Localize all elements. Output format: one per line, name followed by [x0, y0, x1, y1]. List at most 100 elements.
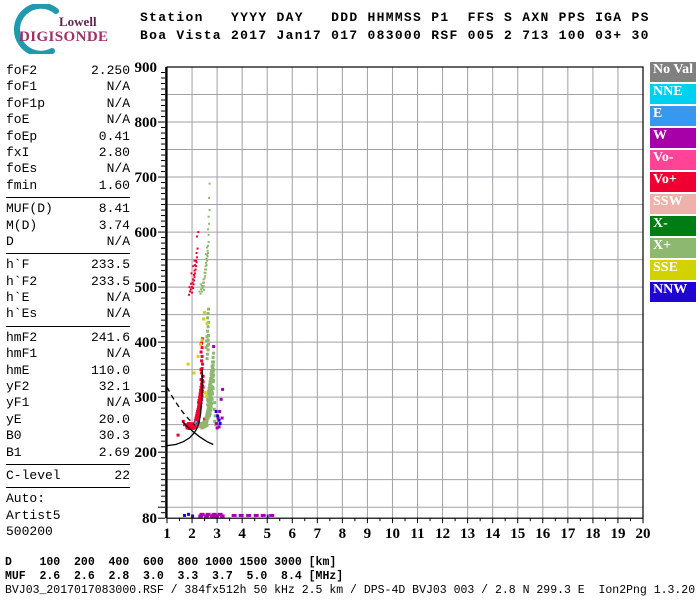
param-value: 20.0 — [98, 411, 130, 427]
footer-info: BVJ03_2017017083000.RSF / 384fx512h 50 k… — [5, 584, 696, 597]
echo-hop2-o — [189, 288, 192, 291]
param-row-foep: foEp 0.41 — [6, 129, 130, 145]
echo-f2-x-trace — [207, 320, 211, 324]
echo-f2-x-trace — [205, 357, 209, 361]
autoscaling-info: Auto: Artist5 500200 — [6, 487, 130, 540]
profile-bottom-fit — [182, 420, 214, 446]
echo-w-dots — [221, 387, 225, 391]
echo-f2-x-trace — [205, 339, 209, 343]
echo-f2-x-trace — [208, 414, 212, 418]
legend-item-nnw: NNW — [650, 282, 696, 302]
echo-f2-o-trace — [187, 422, 191, 426]
echo-sse-dots — [200, 338, 204, 342]
echo-f2-o-trace — [200, 359, 204, 363]
y-axis-label: 700 — [135, 170, 157, 186]
echo-f2-x-trace — [207, 392, 211, 396]
echo-hop2-x — [204, 268, 207, 271]
param-label: fxI — [6, 144, 30, 160]
echo-sse-dots — [192, 371, 196, 375]
param-label: fmin — [6, 177, 38, 193]
echo-f2-x-trace — [206, 325, 210, 329]
param-value: 3.74 — [98, 217, 130, 233]
echo-hop2-x — [208, 182, 211, 185]
param-row-muf-d-: MUF(D) 8.41 — [6, 201, 130, 217]
echo-hop2-x — [207, 228, 210, 231]
es-layer-dash — [260, 513, 266, 517]
x-axis-label: 3 — [213, 526, 221, 542]
param-value: N/A — [106, 395, 130, 411]
legend-item-w: W — [650, 128, 696, 148]
param-row-foes: foEs N/A — [6, 161, 130, 177]
echo-f2-o-trace — [196, 416, 200, 420]
echo-f2-x-trace — [213, 419, 217, 423]
echo-f2-x-trace — [210, 402, 214, 406]
echo-w-dots — [212, 345, 216, 349]
echo-f2-o-trace — [198, 407, 202, 411]
x-axis-label: 14 — [485, 526, 501, 542]
param-row-c-level: C-level 22 — [6, 468, 130, 484]
x-axis-label: 6 — [289, 526, 297, 542]
param-value: 2.69 — [98, 444, 130, 460]
param-label: foEp — [6, 128, 38, 144]
echo-hop2-o — [192, 265, 195, 268]
echo-f2-o-trace — [176, 433, 180, 437]
y-axis-label: 600 — [135, 225, 157, 241]
echo-hop2-x — [202, 278, 205, 281]
param-row-hme: hmE 110.0 — [6, 363, 130, 379]
echo-hop2-x — [202, 284, 205, 287]
logo-text-digisonde: DIGISONDE — [19, 29, 109, 45]
es-layer-dash — [266, 514, 269, 518]
x-axis-label: 7 — [314, 526, 322, 542]
param-value: N/A — [106, 306, 130, 322]
es-layer-dash — [191, 514, 195, 518]
echo-hop2-x — [205, 261, 208, 264]
echo-hop2-x — [206, 249, 209, 252]
param-label: foF1 — [6, 79, 38, 95]
param-label: foF2 — [6, 63, 38, 78]
logo-arc-icon — [14, 4, 59, 54]
echo-nne-dots — [193, 422, 196, 425]
param-row-h-es: h`Es N/A — [6, 306, 130, 322]
param-value: N/A — [106, 79, 130, 95]
echo-f2-x-trace — [209, 378, 213, 382]
parameter-panel: foF2 2.250 foF1 N/A foF1p N/A foE N/A foEp 0.41 fx… — [6, 63, 130, 541]
param-label: yF1 — [6, 395, 30, 411]
param-row-h-f: h`F 233.5 — [6, 257, 130, 273]
echo-hop2-x — [204, 265, 207, 268]
echo-f2-x-trace — [210, 397, 214, 401]
echo-f2-x-trace — [213, 401, 217, 405]
echo-f2-x-trace — [212, 379, 216, 383]
echo-f2-x-trace — [208, 385, 212, 389]
param-value: 233.5 — [90, 273, 130, 289]
echo-f2-x-trace — [212, 407, 216, 411]
echo-sse-dots — [202, 317, 206, 321]
echo-hop2-o — [196, 235, 199, 238]
plot-border — [166, 66, 644, 519]
param-label: h`F — [6, 257, 30, 273]
echo-w-dots — [216, 416, 220, 420]
param-label: hmE — [6, 362, 30, 378]
echo-hop2-x — [208, 222, 211, 225]
profile-topside-model — [166, 386, 196, 426]
es-layer-dash — [211, 512, 217, 516]
autoscaling-line: Artist5 — [6, 507, 61, 523]
param-value: N/A — [106, 95, 130, 111]
param-value: 233.5 — [90, 257, 130, 273]
echo-f2-x-trace — [212, 360, 216, 364]
echo-f2-o-trace — [197, 412, 201, 416]
legend-item-sse: SSE — [650, 260, 696, 280]
x-axis-label: 4 — [238, 526, 246, 542]
echo-hop2-x — [204, 275, 207, 278]
echo-hop2-x — [203, 281, 206, 284]
echo-f2-o-trace — [200, 371, 204, 375]
echo-hop2-x — [199, 292, 202, 295]
echo-f2-o-trace — [201, 374, 205, 378]
echo-hop2-x — [206, 259, 209, 262]
echo-hop2-x — [206, 254, 209, 257]
echo-hop2-x — [207, 215, 210, 218]
echo-hop2-o — [195, 265, 198, 268]
x-axis-label: 17 — [560, 526, 576, 542]
echo-nnw-dots — [217, 418, 221, 422]
echo-hop2-x — [203, 277, 206, 280]
echo-f2-o-trace — [201, 390, 205, 394]
